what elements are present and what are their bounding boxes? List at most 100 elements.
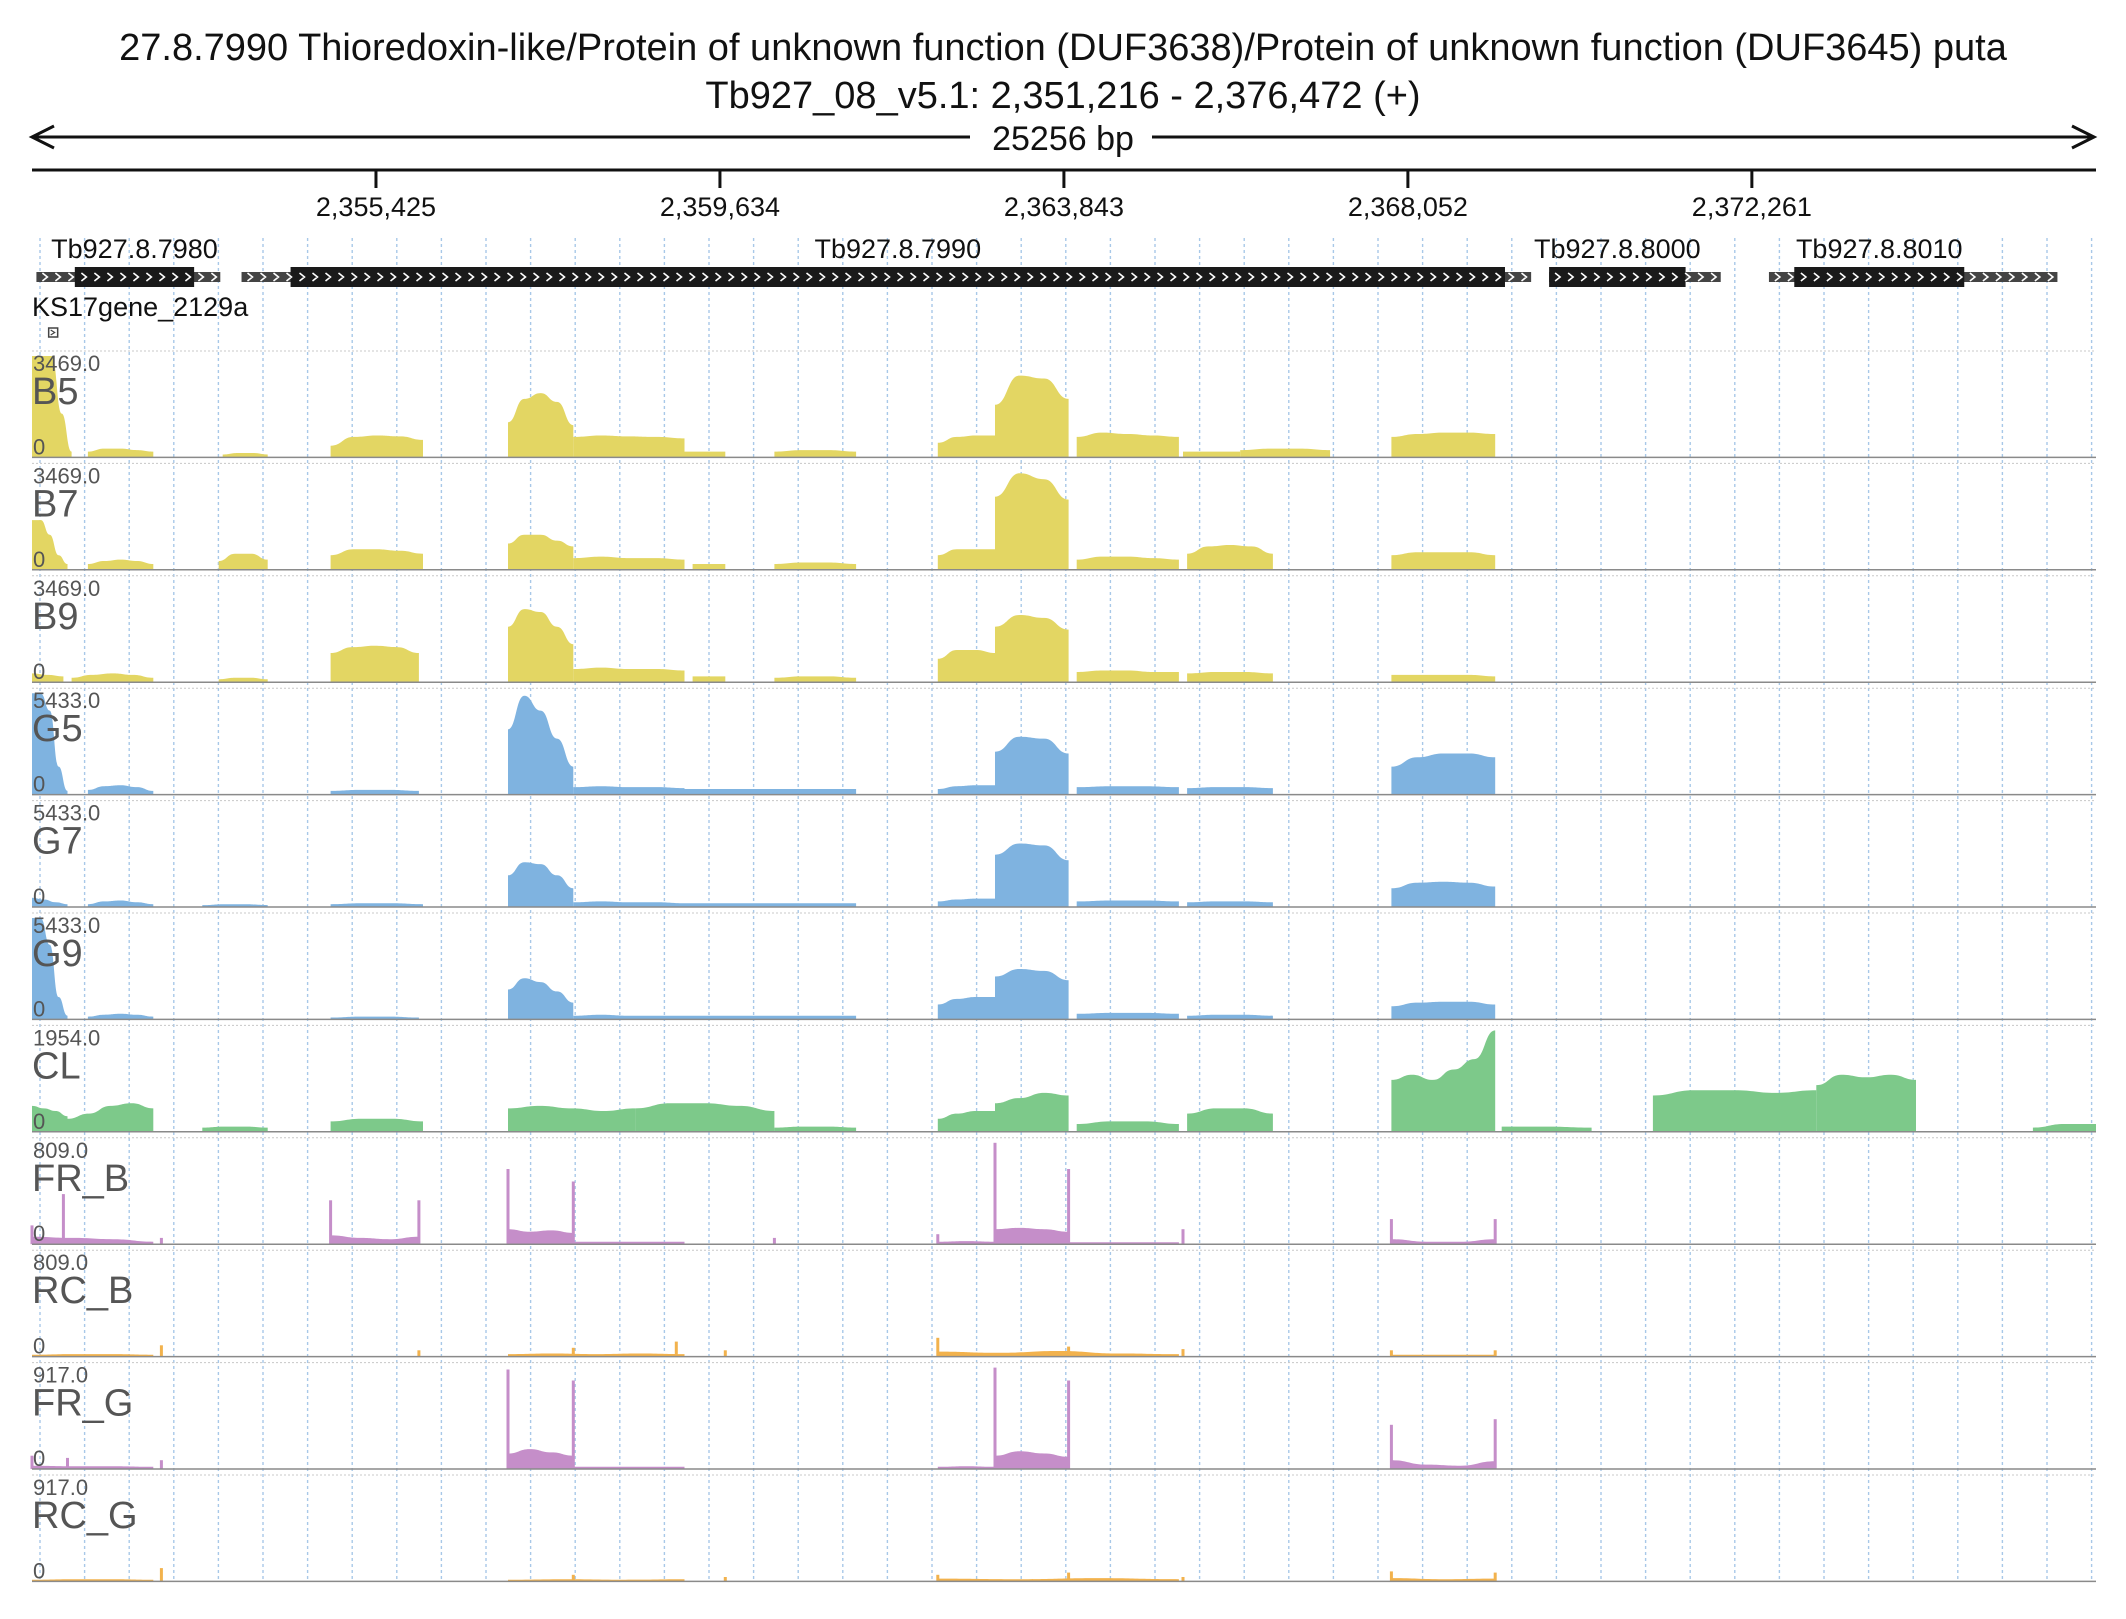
coverage-area [995, 1451, 1069, 1469]
coverage-area [1391, 1030, 1496, 1132]
coverage-area [222, 453, 268, 458]
coverage-area [1076, 786, 1179, 795]
coverage-area [87, 448, 154, 458]
coverage-area [1391, 432, 1496, 458]
track-max-label: 809.0 [33, 1250, 88, 1275]
gene-label: Tb927.8.7980 [51, 234, 218, 264]
coverage-spike [159, 1568, 163, 1582]
track-min-label: 0 [33, 996, 45, 1021]
coverage-area [1391, 552, 1496, 570]
coverage-area [1183, 451, 1241, 458]
coverage-area [508, 534, 574, 570]
gene-cds-bar [1794, 267, 1965, 287]
coverage-spike [1493, 1572, 1497, 1582]
coverage-area [330, 903, 423, 907]
track-name-label: B5 [32, 371, 78, 413]
coverage-spike [723, 1577, 727, 1582]
coverage-area [508, 862, 574, 907]
track-min-label: 0 [33, 1558, 45, 1583]
coverage-area [937, 1111, 995, 1132]
coverage-area [1391, 881, 1496, 907]
coverage-area [32, 520, 68, 570]
coverage-spike [417, 1200, 421, 1245]
coverage-spike [417, 1350, 421, 1357]
coverage-spike [506, 1169, 510, 1245]
gene-strand-arrows [1774, 272, 2055, 282]
coverage-spike [1181, 1577, 1185, 1582]
coverage-area [937, 1351, 1179, 1357]
track-max-label: 917.0 [33, 1363, 88, 1388]
coverage-area [937, 549, 995, 570]
coverage-spike [1067, 1572, 1071, 1582]
coverage-track-b9: 3469.0B9 0 [32, 575, 2096, 684]
coverage-area [1076, 900, 1179, 907]
coverage-area [32, 918, 68, 1020]
coverage-area [995, 969, 1069, 1020]
coverage-area [1391, 1239, 1496, 1245]
x-tick-label: 2,359,634 [660, 192, 780, 222]
gene-description-title: 27.8.7990 Thioredoxin-like/Protein of un… [119, 27, 2008, 69]
coverage-spike [1493, 1350, 1497, 1357]
coverage-area [937, 435, 995, 458]
coverage-area [32, 1236, 154, 1245]
feature-label: KS17gene_2129a [32, 292, 249, 322]
span-arrow-left-head [28, 124, 55, 150]
coverage-area [87, 1013, 154, 1020]
coverage-area [1076, 556, 1179, 570]
coverage-area [330, 435, 423, 458]
coverage-track-g5: 5433.0G5 0 [32, 687, 2096, 797]
coverage-spike [993, 1142, 997, 1245]
coverage-spike [674, 1341, 678, 1357]
track-max-label: 3469.0 [33, 351, 100, 376]
coverage-area [1187, 1014, 1273, 1020]
coverage-spike [1493, 1419, 1497, 1469]
span-arrow-right-head [2071, 124, 2098, 150]
gene-cds-bar [290, 267, 1505, 287]
coverage-area [330, 645, 419, 683]
coverage-area [1391, 1001, 1496, 1020]
coverage-area [32, 1105, 68, 1132]
coverage-area [937, 650, 995, 683]
track-max-label: 5433.0 [33, 913, 100, 938]
coverage-spike [723, 1350, 727, 1357]
coverage-area [1652, 1090, 1817, 1132]
coverage-area [573, 667, 685, 683]
gene-strand-arrows [41, 272, 218, 282]
x-tick-label: 2,355,425 [316, 192, 436, 222]
track-max-label: 809.0 [33, 1138, 88, 1163]
coverage-area [32, 1465, 154, 1469]
coverage-spike [30, 1225, 34, 1245]
coverage-spike [936, 1234, 940, 1245]
coverage-area [995, 615, 1069, 683]
coverage-area [635, 1103, 775, 1132]
coverage-area [71, 673, 154, 683]
x-tick-label: 2,372,261 [1692, 192, 1812, 222]
track-name-label: G7 [32, 821, 83, 863]
coverage-area [937, 997, 995, 1020]
coverage-spike [506, 1369, 510, 1469]
coverage-area [692, 564, 726, 570]
gene-track: Tb927.8.7980 Tb927.8.7990 Tb927.8.8000 Tb92… [32, 234, 2058, 338]
coverage-area [1187, 545, 1273, 570]
track-name-label: FR_B [32, 1158, 129, 1200]
span-ruler: 25256 bp [28, 120, 2098, 158]
gene-label: Tb927.8.8010 [1796, 234, 1963, 264]
coverage-area [1501, 1126, 1592, 1132]
span-length-label: 25256 bp [992, 120, 1134, 158]
coverage-area [1076, 1121, 1179, 1132]
coverage-area [1187, 1108, 1273, 1132]
coverage-spike [1067, 1380, 1071, 1469]
track-min-label: 0 [33, 1446, 45, 1471]
coverage-area [937, 785, 995, 795]
coverage-area [995, 843, 1069, 907]
feature-strand-arrow [50, 329, 56, 336]
coverage-area [508, 978, 574, 1020]
coverage-track-b7: 3469.0B7 0 [32, 462, 2096, 572]
coverage-area [937, 1241, 995, 1245]
gene-cds-bar [74, 267, 195, 287]
coverage-area [508, 393, 574, 458]
gene-label: Tb927.8.8000 [1534, 234, 1701, 264]
coverage-area [1240, 448, 1331, 458]
coverage-area [1187, 787, 1273, 795]
